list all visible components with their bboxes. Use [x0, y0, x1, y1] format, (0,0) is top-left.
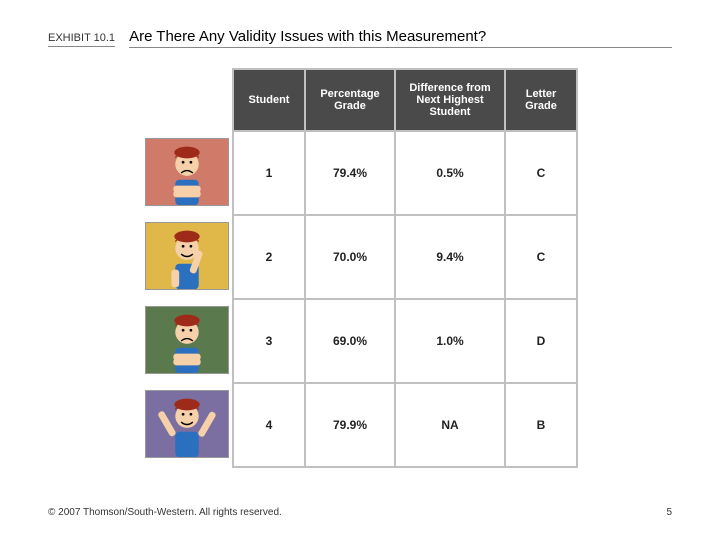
column-header-diff: Difference from Next Highest Student — [395, 69, 505, 131]
student-icon-cell — [142, 298, 232, 382]
cell-student: 2 — [233, 215, 305, 299]
student-icon — [145, 390, 229, 458]
table-row: 369.0%1.0%D — [233, 299, 577, 383]
cell-diff: 0.5% — [395, 131, 505, 215]
student-icon — [145, 222, 229, 290]
table-row: 179.4%0.5%C — [233, 131, 577, 215]
student-icon-cell — [142, 130, 232, 214]
cell-letter: B — [505, 383, 577, 467]
cell-student: 1 — [233, 131, 305, 215]
student-icon-column — [142, 68, 232, 468]
student-icon-cell — [142, 382, 232, 466]
student-icon-cell — [142, 214, 232, 298]
cell-pct: 79.4% — [305, 131, 395, 215]
column-header-letter: Letter Grade — [505, 69, 577, 131]
cell-diff: 1.0% — [395, 299, 505, 383]
cell-letter: D — [505, 299, 577, 383]
cell-student: 4 — [233, 383, 305, 467]
validity-table: StudentPercentage GradeDifference from N… — [232, 68, 578, 468]
cell-letter: C — [505, 215, 577, 299]
page-number: 5 — [666, 507, 672, 518]
student-icon — [145, 306, 229, 374]
column-header-pct: Percentage Grade — [305, 69, 395, 131]
table-row: 270.0%9.4%C — [233, 215, 577, 299]
cell-student: 3 — [233, 299, 305, 383]
cell-letter: C — [505, 131, 577, 215]
student-icon — [145, 138, 229, 206]
copyright-text: © 2007 Thomson/South-Western. All rights… — [48, 507, 282, 518]
exhibit-label: EXHIBIT 10.1 — [48, 32, 115, 47]
cell-diff: NA — [395, 383, 505, 467]
cell-diff: 9.4% — [395, 215, 505, 299]
cell-pct: 70.0% — [305, 215, 395, 299]
cell-pct: 69.0% — [305, 299, 395, 383]
cell-pct: 79.9% — [305, 383, 395, 467]
page-title: Are There Any Validity Issues with this … — [129, 28, 672, 48]
content-area: StudentPercentage GradeDifference from N… — [0, 68, 720, 468]
table-row: 479.9%NAB — [233, 383, 577, 467]
footer: © 2007 Thomson/South-Western. All rights… — [48, 507, 672, 518]
column-header-student: Student — [233, 69, 305, 131]
icon-header-spacer — [142, 68, 232, 130]
